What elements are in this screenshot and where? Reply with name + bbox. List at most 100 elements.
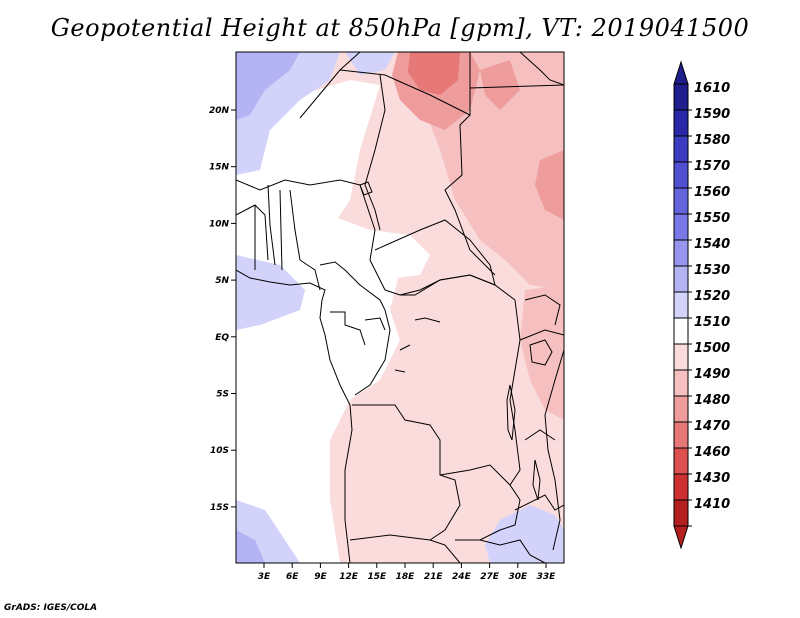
grads-credit: GrADS: IGES/COLA [4,603,98,613]
border-botswana [429,539,461,563]
colorbar-level-label: 1530 [694,263,730,278]
field-red-n [408,52,460,95]
border-uganda [524,294,561,326]
border-sahara-east [339,69,471,116]
lake-chad [359,181,373,196]
colorbar-level-label: 1590 [694,107,730,122]
x-tick-label: 30E [508,572,528,582]
lake-malawi [532,459,541,501]
river-congo [394,317,441,373]
field-lightblue-n [345,52,395,75]
y-tick-label: EQ [215,333,229,343]
x-tick-label: 9E [314,572,327,582]
colorbar-level-label: 1610 [694,81,730,96]
y-tick-label: 5S [216,390,229,400]
y-axis: 20N 15N 10N 5N EQ 5S 10S 15S [209,106,236,513]
colorbar-swatch [673,291,689,319]
x-tick-label: 27E [480,572,500,582]
colorbar-level-label: 1540 [694,237,730,252]
colorbar-swatch [673,499,689,527]
colorbar-level-label: 1520 [694,289,730,304]
plot-frame [235,51,565,564]
field-white-central [300,215,430,290]
x-tick-label: 21E [424,572,444,582]
colorbar-level-label: 1510 [694,315,730,330]
border-westafrica-a [236,204,269,270]
x-tick-label: 3E [258,572,271,582]
y-tick-label: 15N [209,163,230,173]
field-lightblue-w [236,255,305,330]
colorbar-swatch [673,213,689,241]
field-rose-ne2 [480,60,520,110]
border-westafrica-b [267,184,283,271]
field-blue-nw [236,52,300,120]
border-cameroon [319,261,386,311]
colorbar-swatch [673,369,689,397]
x-tick-label: 18E [396,572,416,582]
colorbar-level-label: 1550 [694,211,730,226]
field-white-west [236,80,400,563]
border-congo [354,309,391,396]
lake-tanganyika [506,384,516,441]
colorbar-level-label: 1460 [694,445,730,460]
colorbar-swatch [673,317,689,345]
border-angola-south [349,534,431,541]
border-niger-nigeria [236,179,361,191]
x-tick-label: 12E [339,572,359,582]
border-libya-egypt [444,52,496,276]
y-tick-label: 5N [215,276,229,286]
colorbar-swatch [673,265,689,293]
colorbar-swatch [673,239,689,267]
border-mozambique [514,494,564,511]
x-axis: 3E 6E 9E 12E 15E 18E 21E 24E 27E 30E 33E [258,563,556,582]
colorbar-level-label: 1480 [694,393,730,408]
colorbar-swatch [673,395,689,423]
colorbar-top-arrow [673,60,689,85]
x-tick-label: 33E [537,572,557,582]
border-zim [479,539,546,563]
colorbar-swatch [673,447,689,475]
colorbar-swatch [673,473,689,501]
colorbar-level-label: 1490 [694,367,730,382]
colorbar-level-label: 1570 [694,159,730,174]
x-tick-label: 24E [452,572,472,582]
field-lightblue-se [485,505,564,563]
y-tick-label: 10S [210,446,229,456]
border-angola [352,404,461,541]
border-ne-line [469,84,564,89]
field-rose-e [535,150,564,220]
coastline-west [236,269,353,563]
lake-victoria [529,339,553,366]
border-chad-west [364,74,386,231]
colorbar-swatch [673,161,689,189]
coastline-red-sea [519,52,564,86]
colorbar-swatch [673,135,689,163]
colorbar-level-label: 1470 [694,419,730,434]
colorbar-level-label: 1560 [694,185,730,200]
x-tick-label: 6E [286,572,299,582]
coastline-east [544,349,564,551]
colorbar-swatch [673,421,689,449]
border-tanzania [519,329,564,441]
colorbar-bottom-arrow [673,525,689,550]
field-blue-sw [236,530,265,563]
y-tick-label: 15S [210,503,229,513]
height-field [236,52,564,563]
colorbar: 1610 1590 1580 1570 1560 1550 1540 1530 1520 1510… [673,60,730,550]
colorbar-swatch [673,83,689,111]
colorbar-swatch [673,109,689,137]
y-tick-label: 20N [209,106,230,116]
colorbar-level-label: 1410 [694,497,730,512]
colorbar-swatch [673,187,689,215]
y-tick-label: 10N [209,219,230,229]
colorbar-level-label: 1430 [694,471,730,486]
country-borders [236,52,564,563]
border-nigeria [289,184,386,291]
colorbar-level-label: 1500 [694,341,730,356]
border-gabon [330,311,386,346]
x-tick-label: 15E [367,572,387,582]
colorbar-level-label: 1580 [694,133,730,148]
colorbar-swatch [673,343,689,371]
map-title: Geopotential Height at 850hPa [gpm], VT:… [50,14,750,42]
